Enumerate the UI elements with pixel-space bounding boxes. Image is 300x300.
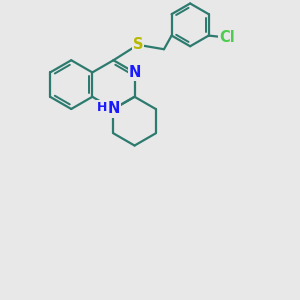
- Text: H: H: [97, 101, 107, 114]
- Text: S: S: [133, 37, 143, 52]
- Text: N: N: [129, 65, 141, 80]
- Text: Cl: Cl: [220, 30, 235, 45]
- Text: N: N: [107, 101, 120, 116]
